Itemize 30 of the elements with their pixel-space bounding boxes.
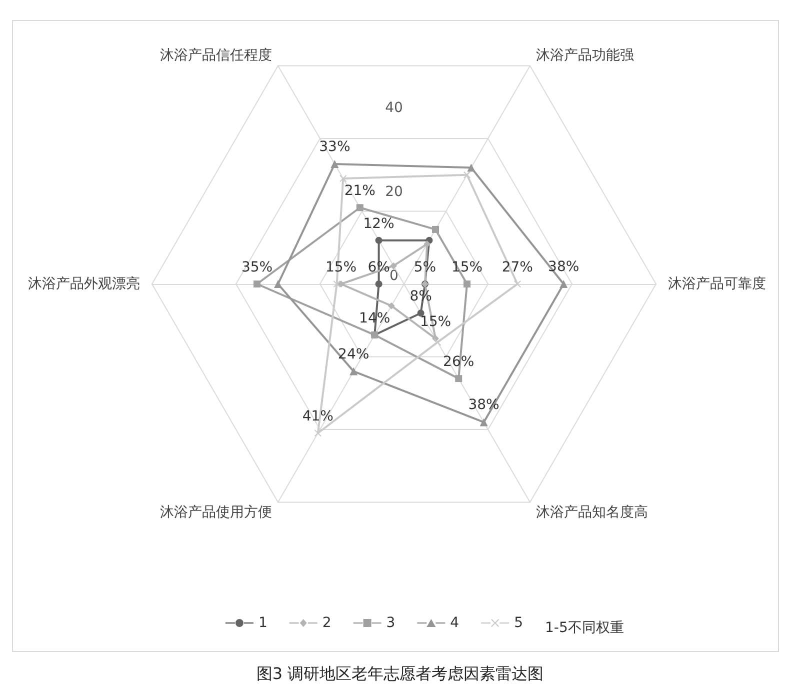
spoke-label: 沐浴产品功能强 xyxy=(536,47,634,64)
data-label: 38% xyxy=(468,397,500,414)
legend-title: 1-5不同权重 xyxy=(545,620,624,636)
legend-label: 2 xyxy=(322,615,332,631)
legend-label: 5 xyxy=(514,615,524,631)
data-label: 26% xyxy=(443,354,474,370)
spoke-label: 沐浴产品知名度高 xyxy=(536,504,648,521)
y-tick-label: 40 xyxy=(385,100,403,116)
data-label: 15% xyxy=(451,260,483,276)
data-label: 24% xyxy=(338,346,370,362)
legend-label: 4 xyxy=(450,615,460,631)
spoke-label: 沐浴产品信任程度 xyxy=(160,47,272,64)
spoke-label: 沐浴产品使用方便 xyxy=(160,504,272,521)
spoke-label: 沐浴产品外观漂亮 xyxy=(28,276,140,292)
data-label: 15% xyxy=(420,314,452,330)
legend-label: 1 xyxy=(258,615,268,631)
data-label: 38% xyxy=(548,259,580,275)
data-label: 27% xyxy=(502,260,533,276)
y-tick-label: 0 xyxy=(390,268,398,284)
data-label: 6% xyxy=(368,260,390,276)
data-label: 12% xyxy=(363,216,394,232)
data-label: 35% xyxy=(241,260,273,276)
data-label: 21% xyxy=(344,183,376,200)
data-label: 41% xyxy=(302,408,334,425)
y-tick-label: 20 xyxy=(385,184,403,200)
spoke-label: 沐浴产品可靠度 xyxy=(668,276,766,292)
data-label: 33% xyxy=(319,138,350,155)
text: 图3 调研地区老年志愿者考虑因素雷达图 xyxy=(255,664,545,685)
data-label: 15% xyxy=(325,260,357,276)
legend-label: 3 xyxy=(386,615,396,631)
